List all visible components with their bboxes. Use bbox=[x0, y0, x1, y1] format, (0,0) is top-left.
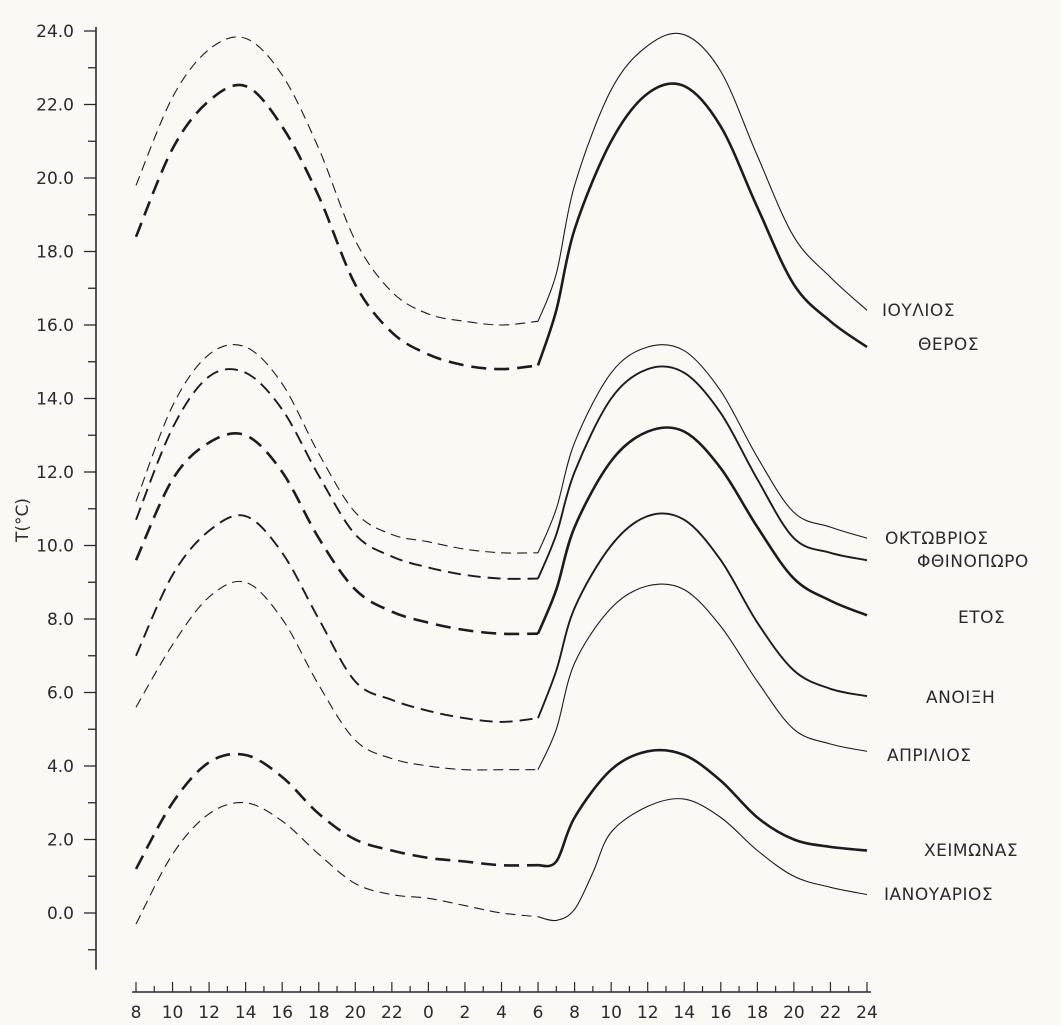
x-tick-label: 8 bbox=[569, 1003, 580, 1023]
x-tick-label: 16 bbox=[710, 1003, 732, 1023]
y-tick-label: 16.0 bbox=[36, 316, 74, 336]
series-label: ΑΝΟΙΞΗ bbox=[926, 688, 995, 708]
y-tick-label: 20.0 bbox=[36, 169, 74, 189]
series-line-solid bbox=[537, 748, 868, 868]
series-line-dashed bbox=[135, 580, 538, 771]
series-line-dashed bbox=[134, 432, 539, 636]
y-tick-label: 8.0 bbox=[47, 610, 74, 630]
series-line-dashed bbox=[134, 83, 539, 371]
series-line-solid bbox=[537, 365, 868, 579]
x-tick-label: 2 bbox=[460, 1003, 471, 1023]
axes: 0.0 2.0 4.0 6.0 8.0 10.0 12.0 14.0 16.0 18.0 20.0 2… bbox=[36, 22, 878, 1023]
x-tick-label: 10 bbox=[162, 1003, 184, 1023]
series-line-dashed bbox=[135, 368, 539, 580]
y-tick-label: 14.0 bbox=[36, 390, 74, 410]
series-label: ΟΚΤΩΒΡΙΟΣ bbox=[885, 529, 988, 549]
x-tick-label: 4 bbox=[496, 1003, 507, 1023]
y-tick-label: 24.0 bbox=[36, 22, 74, 42]
x-tick-label: 8 bbox=[131, 1003, 142, 1023]
y-tick-label: 6.0 bbox=[47, 684, 74, 704]
series-labels: ΙΟΥΛΙΟΣ ΘΕΡΟΣ ΟΚΤΩΒΡΙΟΣ ΦΘΙΝΟΠΩΡΟ ΕΤΟΣ ΑΝΟΙΞΗ… bbox=[882, 301, 1029, 905]
series-label: ΦΘΙΝΟΠΩΡΟ bbox=[917, 552, 1029, 572]
series-label: ΧΕΙΜΩΝΑΣ bbox=[924, 841, 1018, 861]
x-tick-label: 18 bbox=[308, 1003, 330, 1023]
y-tick-label: 4.0 bbox=[47, 757, 74, 777]
series-label: ΙΑΝΟΥΑΡΙΟΣ bbox=[884, 885, 993, 905]
series-line-solid bbox=[536, 426, 868, 635]
y-tick-label: 2.0 bbox=[47, 831, 74, 851]
y-tick-label: 18.0 bbox=[36, 243, 74, 263]
series-label: ΑΠΡΙΛΙΟΣ bbox=[887, 746, 971, 766]
series-label: ΙΟΥΛΙΟΣ bbox=[882, 301, 955, 321]
x-tick-label: 0 bbox=[423, 1003, 434, 1023]
series-line-dashed bbox=[135, 344, 539, 554]
y-axis-label: T(°C) bbox=[13, 498, 33, 543]
x-tick-label: 18 bbox=[747, 1003, 769, 1023]
x-tick-label: 16 bbox=[271, 1003, 293, 1023]
x-tick-label: 6 bbox=[533, 1003, 544, 1023]
series-label: ΕΤΟΣ bbox=[958, 608, 1005, 628]
series-line-solid bbox=[536, 82, 868, 366]
series-line-solid bbox=[537, 583, 868, 770]
series-line-dashed bbox=[135, 36, 539, 326]
x-tick-label: 14 bbox=[235, 1003, 257, 1023]
x-tick-label: 24 bbox=[856, 1003, 878, 1023]
x-tick-label: 20 bbox=[344, 1003, 366, 1023]
series-line-dashed bbox=[135, 514, 539, 723]
x-tick-label: 10 bbox=[600, 1003, 622, 1023]
series-lines bbox=[134, 32, 868, 925]
series-line-solid bbox=[537, 344, 868, 554]
y-tick-label: 10.0 bbox=[36, 537, 74, 557]
x-tick-label: 12 bbox=[637, 1003, 659, 1023]
y-tick-label: 22.0 bbox=[36, 96, 74, 116]
series-line-solid bbox=[537, 32, 868, 322]
x-tick-label: 20 bbox=[783, 1003, 805, 1023]
x-tick-label: 12 bbox=[198, 1003, 220, 1023]
x-tick-label: 22 bbox=[820, 1003, 842, 1023]
x-tick-label: 22 bbox=[381, 1003, 403, 1023]
series-line-dashed bbox=[135, 801, 539, 925]
series-line-solid bbox=[537, 512, 868, 719]
series-line-dashed bbox=[134, 752, 539, 870]
y-tick-label: 12.0 bbox=[36, 463, 74, 483]
series-label: ΘΕΡΟΣ bbox=[918, 335, 979, 355]
y-tick-label: 0.0 bbox=[47, 904, 74, 924]
series-line-solid bbox=[537, 798, 868, 922]
x-tick-label: 14 bbox=[673, 1003, 695, 1023]
